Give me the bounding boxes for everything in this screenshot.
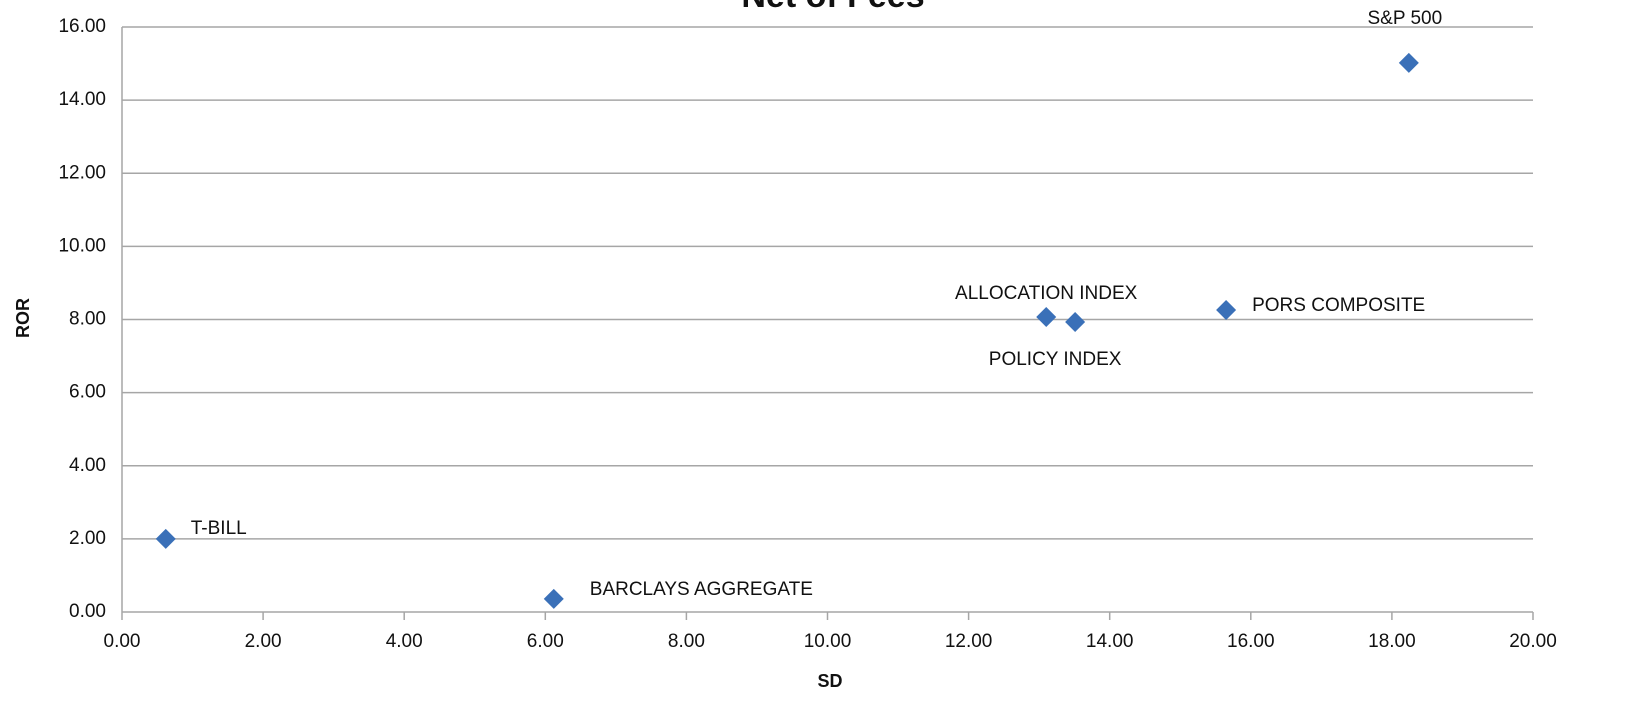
y-tick-label: 6.00 bbox=[69, 382, 106, 403]
y-tick-label: 10.00 bbox=[58, 235, 106, 256]
y-tick-label: 14.00 bbox=[58, 89, 106, 110]
x-tick-label: 12.00 bbox=[945, 631, 993, 652]
point bbox=[155, 528, 176, 549]
x-tick-label: 0.00 bbox=[104, 631, 141, 652]
y-tick-label: 0.00 bbox=[69, 601, 106, 622]
point bbox=[1036, 306, 1057, 327]
x-tick-label: 18.00 bbox=[1368, 631, 1416, 652]
point bbox=[1065, 312, 1086, 333]
point bbox=[543, 588, 564, 609]
point-label: BARCLAYS AGGREGATE bbox=[590, 579, 813, 600]
point-label: POLICY INDEX bbox=[989, 349, 1122, 370]
x-tick-label: 2.00 bbox=[245, 631, 282, 652]
x-tick-label: 16.00 bbox=[1227, 631, 1275, 652]
x-tick-label: 8.00 bbox=[668, 631, 705, 652]
x-tick-label: 14.00 bbox=[1086, 631, 1134, 652]
point-label: PORS COMPOSITE bbox=[1252, 295, 1425, 316]
y-axis-title: ROR bbox=[13, 298, 33, 338]
x-tick-label: 4.00 bbox=[386, 631, 423, 652]
y-tick-label: 12.00 bbox=[58, 162, 106, 183]
point-label: ALLOCATION INDEX bbox=[955, 283, 1138, 304]
point bbox=[1216, 299, 1237, 320]
y-tick-label: 8.00 bbox=[69, 309, 106, 330]
point bbox=[1398, 52, 1419, 73]
x-axis-title: SD bbox=[817, 671, 842, 691]
y-tick-label: 2.00 bbox=[69, 528, 106, 549]
point-label: T-BILL bbox=[191, 518, 247, 539]
chart-title: Net of Fees bbox=[741, 0, 924, 15]
x-tick-label: 20.00 bbox=[1509, 631, 1557, 652]
y-tick-label: 16.00 bbox=[58, 16, 106, 37]
y-tick-label: 4.00 bbox=[69, 455, 106, 476]
x-tick-label: 10.00 bbox=[804, 631, 852, 652]
point-label: S&P 500 bbox=[1368, 8, 1443, 29]
x-tick-label: 6.00 bbox=[527, 631, 564, 652]
